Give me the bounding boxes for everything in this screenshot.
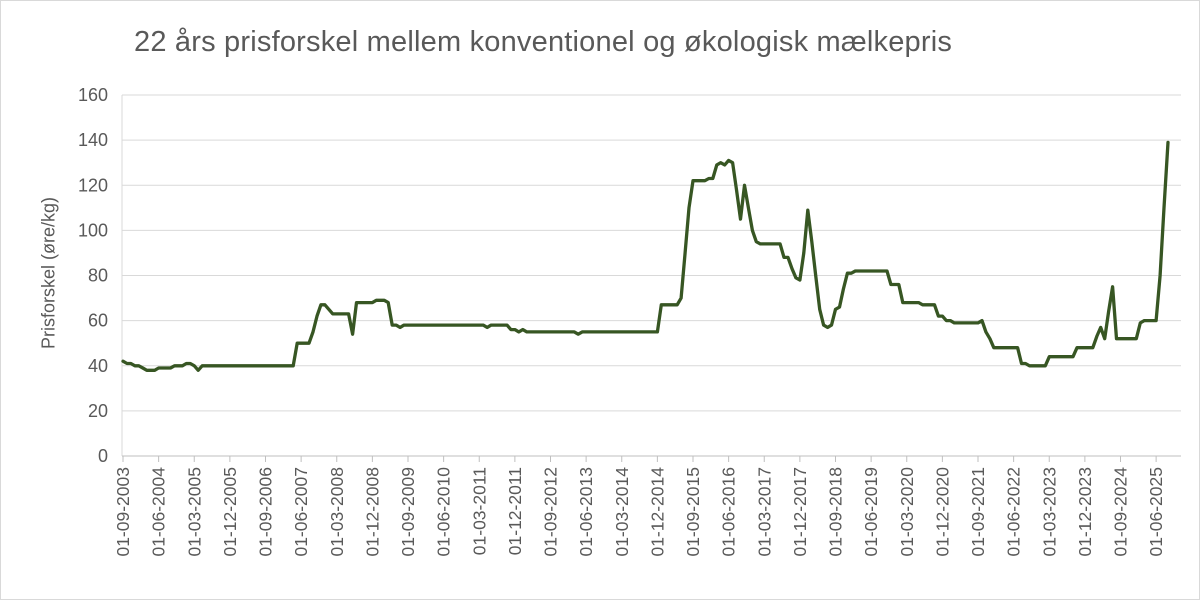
x-tick-label: 01-09-2024 [1111, 467, 1131, 557]
y-tick-label: 40 [88, 356, 108, 376]
y-tick-label: 160 [78, 85, 108, 105]
x-tick-label: 01-03-2020 [897, 467, 917, 557]
x-tick-label: 01-06-2022 [1004, 467, 1024, 557]
x-tick-label: 01-06-2004 [149, 467, 169, 557]
x-tick-label: 01-03-2014 [612, 467, 632, 557]
x-tick-label: 01-09-2009 [398, 467, 418, 557]
x-tick-label: 01-12-2008 [362, 467, 382, 557]
x-tick-label: 01-03-2023 [1039, 467, 1059, 557]
y-tick-label: 100 [78, 220, 108, 240]
x-tick-label: 01-03-2008 [327, 467, 347, 557]
x-tick-label: 01-09-2006 [256, 467, 276, 557]
y-tick-label: 120 [78, 175, 108, 195]
y-tick-label: 80 [88, 266, 108, 286]
x-tick-label: 01-06-2016 [719, 467, 739, 557]
x-tick-label: 01-12-2020 [932, 467, 952, 557]
x-tick-label: 01-06-2007 [291, 467, 311, 557]
x-tick-label: 01-12-2014 [647, 467, 667, 557]
y-tick-label: 20 [88, 401, 108, 421]
x-tick-label: 01-09-2018 [826, 467, 846, 557]
chart-title: 22 års prisforskel mellem konventionel o… [134, 26, 953, 58]
x-tick-label: 01-03-2017 [754, 467, 774, 557]
price-difference-series-line [121, 140, 1170, 372]
x-tick-label: 01-12-2011 [505, 467, 525, 555]
y-tick-label: 60 [88, 311, 108, 331]
x-tick-label: 01-09-2021 [968, 467, 988, 557]
x-tick-label: 01-06-2025 [1146, 467, 1166, 557]
x-tick-label: 01-12-2005 [220, 467, 240, 557]
x-tick-label: 01-06-2010 [434, 467, 454, 557]
x-tick-label: 01-03-2011 [469, 467, 489, 555]
x-tick-label: 01-12-2017 [790, 467, 810, 557]
x-tick-label: 01-06-2019 [861, 467, 881, 557]
x-tick-label: 01-06-2013 [576, 467, 596, 557]
x-tick-label: 01-09-2012 [541, 467, 561, 557]
y-tick-label: 140 [78, 130, 108, 150]
x-tick-label: 01-03-2005 [184, 467, 204, 557]
y-tick-label: 0 [98, 446, 108, 466]
x-tick-label: 01-09-2003 [113, 467, 133, 557]
x-tick-label: 01-12-2023 [1075, 467, 1095, 557]
x-tick-label: 01-09-2015 [683, 467, 703, 557]
